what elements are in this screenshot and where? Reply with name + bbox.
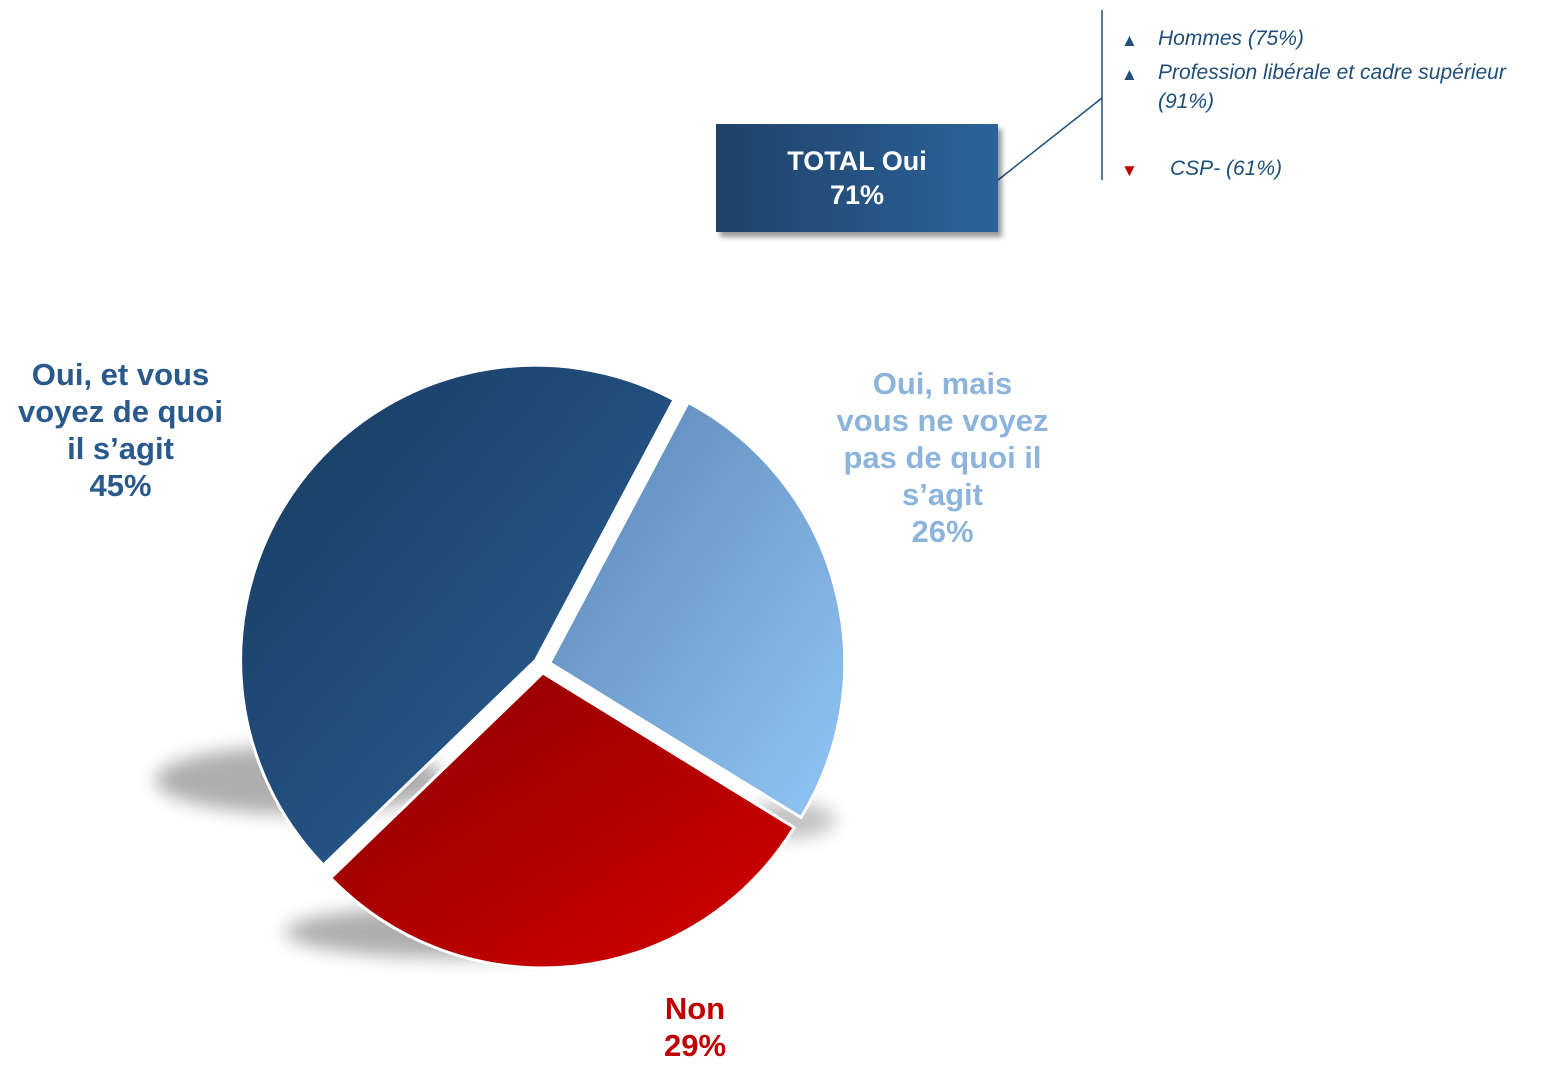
slice-label-non: Non 29% [620,990,770,1064]
slice-label-line: Non [664,991,726,1026]
total-oui-box: TOTAL Oui 71% [716,124,998,232]
slice-label-line: voyez de quoi [18,394,223,429]
slice-label-line: Oui, mais [872,366,1013,401]
note-text: Hommes (75%) [1158,27,1304,50]
note-profession-liberale: ▲ Profession libérale et cadre supérieur… [1121,58,1558,116]
slice-label-line: vous ne voyez [836,403,1049,438]
slice-label-line: Oui, et vous [31,357,210,392]
note-text: CSP- (61%) [1170,157,1283,180]
slice-label-oui-mais: Oui, mais vous ne voyez pas de quoi il s… [830,365,1055,550]
slice-value-label: 26% [911,514,974,549]
triangle-up-icon: ▲ [1121,31,1138,50]
slice-value-label: 29% [663,1028,727,1063]
slice-label-oui-voyez: Oui, et vous voyez de quoi il s’agit 45% [8,356,233,504]
slice-value-label: 45% [89,468,152,503]
note-text: Profession libérale et cadre supérieur (… [1158,61,1506,113]
slice-label-line: pas de quoi il [843,440,1042,475]
pie-slice-oui-voyez [239,363,677,868]
pie-slice-oui-mais [547,400,847,820]
slice-label-line: s’agit [902,477,983,512]
total-value: 71% [829,180,885,210]
total-connector-line [997,97,1103,181]
pie-slice-non [328,671,797,970]
slice-label-line: il s’agit [67,431,174,466]
total-title: TOTAL Oui [787,146,927,176]
note-csp-moins: ▼ CSP- (61%) [1121,154,1283,183]
triangle-up-icon: ▲ [1121,65,1138,84]
triangle-down-icon: ▼ [1121,161,1138,180]
note-hommes: ▲ Hommes (75%) [1121,24,1304,53]
